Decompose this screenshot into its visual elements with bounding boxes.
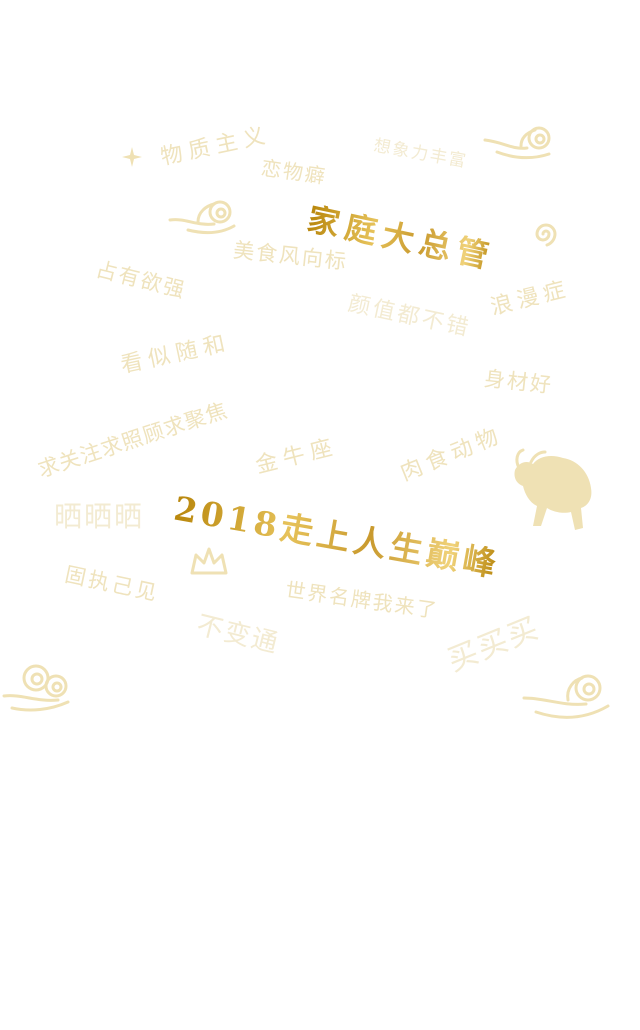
word-fetish: 恋物癖 xyxy=(259,155,329,189)
word-attention: 求关注求照顾求聚焦 xyxy=(34,398,231,483)
sparkle-icon xyxy=(122,147,142,167)
word-materialism: 物质主义 xyxy=(158,122,274,171)
crown-icon xyxy=(190,547,228,575)
word-romantic: 浪漫症 xyxy=(488,276,573,321)
word-good-figure: 身材好 xyxy=(482,366,555,398)
word-aesthetic: 美食风向标 xyxy=(232,238,349,274)
word-possessive: 占有欲强 xyxy=(93,257,189,303)
word-good-looks: 颜值都不错 xyxy=(345,291,474,342)
cloud-icon xyxy=(2,664,70,712)
word-inflexible: 不变通 xyxy=(193,610,283,660)
cloud-icon xyxy=(522,674,610,719)
word-brands: 世界名牌我来了 xyxy=(284,577,440,623)
word-casual: 看似随和 xyxy=(118,330,234,379)
word-stubborn: 固执己见 xyxy=(62,562,162,606)
bull-icon xyxy=(514,448,592,530)
word-imagination: 想象力丰富 xyxy=(372,135,470,173)
word-show-off: 晒晒晒 xyxy=(54,500,145,533)
cloud-icon xyxy=(168,200,236,235)
spiral-icon xyxy=(535,223,557,247)
word-taurus: 金牛座 xyxy=(253,434,341,479)
word-carnivore: 肉食动物 xyxy=(397,422,507,487)
cloud-icon xyxy=(483,126,551,160)
